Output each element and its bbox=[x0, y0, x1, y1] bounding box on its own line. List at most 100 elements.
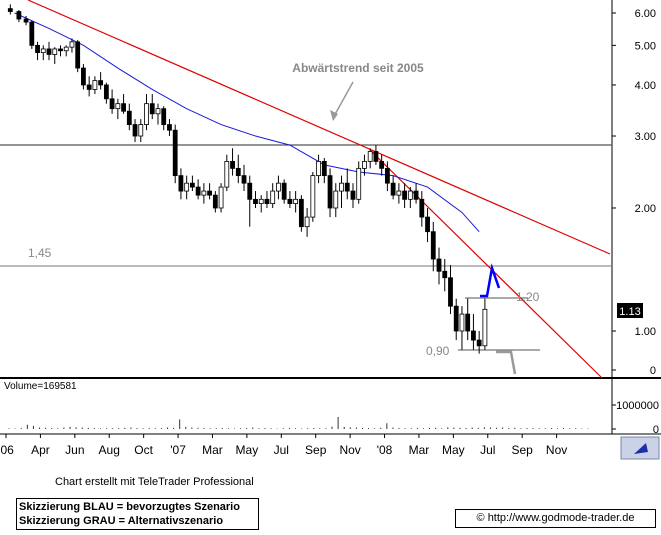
candle-body bbox=[448, 277, 453, 307]
candle-body bbox=[241, 175, 247, 184]
candle-body bbox=[103, 84, 109, 100]
candle-body bbox=[178, 175, 184, 192]
candle-body bbox=[195, 186, 201, 196]
level-label-low: 0,90 bbox=[426, 344, 450, 358]
candle-body bbox=[46, 48, 52, 55]
candle-body bbox=[327, 175, 333, 209]
candle-body bbox=[476, 339, 482, 347]
candle-body bbox=[390, 182, 396, 196]
candle-body bbox=[138, 124, 144, 137]
x-tick-label: May bbox=[442, 443, 465, 457]
x-tick-label: Jul bbox=[274, 443, 289, 457]
x-tick-label: Sep bbox=[305, 443, 327, 457]
candlestick-series bbox=[7, 4, 488, 354]
candle-body bbox=[293, 198, 299, 204]
candle-body bbox=[230, 161, 235, 169]
candle-body bbox=[367, 151, 373, 162]
candle-body bbox=[316, 161, 321, 177]
price-tick-label: 3.00 bbox=[635, 131, 656, 143]
candle-body bbox=[115, 103, 121, 110]
candle-body bbox=[207, 190, 213, 196]
chart-nav-button[interactable] bbox=[620, 436, 660, 460]
candle-body bbox=[253, 198, 258, 204]
candle-body bbox=[402, 190, 408, 200]
last-price-value: 1.13 bbox=[619, 306, 640, 318]
candle-body bbox=[235, 167, 241, 177]
candle-body bbox=[75, 41, 81, 69]
candle-body bbox=[310, 175, 316, 218]
price-tick-label: 4.00 bbox=[635, 80, 656, 92]
candle-body bbox=[276, 182, 281, 192]
annotation-arrowhead bbox=[330, 110, 338, 121]
x-tick-label: '06 bbox=[0, 443, 14, 457]
x-tick-label: Sep bbox=[511, 443, 533, 457]
candle-body bbox=[356, 167, 362, 200]
price-tick-label: 0 bbox=[650, 365, 656, 377]
candle-body bbox=[339, 182, 344, 192]
candle-body bbox=[161, 108, 167, 125]
candle-body bbox=[453, 305, 459, 332]
candle-body bbox=[436, 258, 442, 272]
volume-tick-label: 0 bbox=[653, 424, 659, 436]
volume-tick-label: 1000000 bbox=[616, 400, 659, 412]
x-tick-label: '08 bbox=[377, 443, 393, 457]
candle-body bbox=[419, 198, 425, 218]
candle-body bbox=[155, 108, 161, 115]
last-price-tag bbox=[617, 303, 643, 318]
trend-annotation: Abwärtstrend seit 2005 bbox=[292, 61, 424, 75]
candle-body bbox=[167, 124, 172, 131]
candle-body bbox=[321, 161, 327, 177]
x-tick-label: Oct bbox=[134, 443, 153, 457]
level-label-target: 1.20 bbox=[516, 290, 540, 304]
price-tick-label: 5.00 bbox=[635, 40, 656, 52]
downtrend-line bbox=[27, 0, 611, 255]
x-tick-label: Jul bbox=[480, 443, 495, 457]
candle-body bbox=[281, 182, 287, 200]
x-tick-label: Nov bbox=[339, 443, 360, 457]
candle-body bbox=[52, 48, 58, 55]
candle-body bbox=[471, 330, 476, 341]
candle-body bbox=[58, 48, 63, 52]
candle-body bbox=[442, 270, 448, 279]
candle-body bbox=[35, 44, 40, 54]
price-tick-label: 1.00 bbox=[635, 326, 656, 338]
price-tick-label: 6.00 bbox=[635, 8, 656, 20]
candle-body bbox=[40, 48, 46, 54]
candle-body bbox=[132, 124, 138, 137]
candle-body bbox=[333, 190, 339, 209]
price-chart: Abwärtstrend seit 2005 1,45 1.20 0,90 6.… bbox=[0, 0, 661, 460]
candle-body bbox=[81, 67, 86, 86]
candle-body bbox=[258, 198, 264, 204]
scenario-legend: Skizzierung BLAU = bevorzugtes Szenario … bbox=[16, 498, 259, 530]
candle-body bbox=[98, 80, 104, 86]
source-url[interactable]: © http://www.godmode-trader.de bbox=[455, 509, 656, 528]
x-tick-label: Apr bbox=[31, 443, 50, 457]
nav-arrow-icon bbox=[634, 443, 648, 454]
x-tick-label: May bbox=[236, 443, 259, 457]
candle-body bbox=[92, 80, 98, 90]
candle-body bbox=[384, 167, 390, 184]
candle-body bbox=[407, 190, 413, 200]
x-tick-label: '07 bbox=[170, 443, 186, 457]
candle-body bbox=[350, 190, 356, 200]
candle-body bbox=[425, 216, 430, 233]
x-tick-label: Mar bbox=[202, 443, 223, 457]
candle-body bbox=[23, 18, 29, 23]
candle-body bbox=[298, 198, 304, 228]
candle-body bbox=[482, 308, 488, 347]
candle-body bbox=[396, 190, 402, 196]
candle-body bbox=[149, 103, 155, 115]
candle-body bbox=[69, 41, 75, 48]
annotation-arrow-line bbox=[332, 81, 354, 119]
level-label-high: 1,45 bbox=[28, 246, 52, 260]
x-tick-label: Aug bbox=[99, 443, 120, 457]
candle-body bbox=[362, 161, 367, 169]
x-tick-label: Mar bbox=[409, 443, 430, 457]
candle-body bbox=[184, 182, 190, 192]
price-tick-label: 2.00 bbox=[635, 203, 656, 215]
candle-body bbox=[218, 186, 224, 209]
candle-body bbox=[379, 161, 385, 169]
candle-body bbox=[264, 198, 270, 204]
candle-body bbox=[430, 231, 436, 260]
